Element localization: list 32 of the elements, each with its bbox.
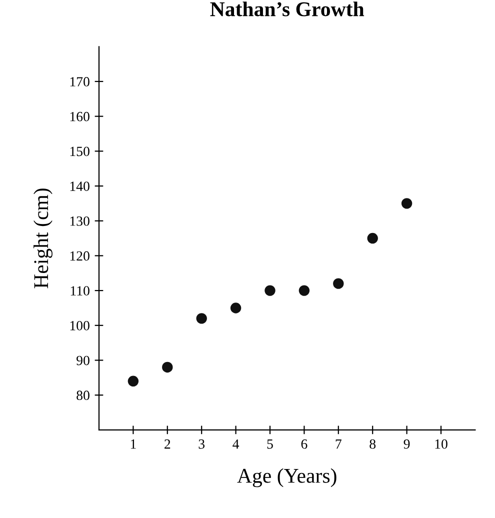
point [196,313,207,324]
x-tick-label: 5 [267,440,273,449]
y-tick-label: 140 [70,182,90,191]
point [298,285,310,296]
y-tick-label: 100 [70,320,90,330]
x-tick-label: 3 [198,439,205,449]
y-tick-label: 80 [76,390,90,400]
y-tick-label: 120 [70,251,90,261]
x-tick-label: 4 [232,439,240,449]
y-tick-label: 110 [70,286,90,296]
x-tick-label: 8 [370,439,376,449]
y-tick-label: 130 [70,216,90,226]
x-tick-label: 1 [130,439,136,449]
y-axis-title: Height (cm) [34,188,52,288]
x-tick-label: 10 [435,439,448,449]
x-tick-label: 9 [404,439,410,449]
point [264,285,276,296]
y-tick-label: 160 [70,112,90,122]
x-axis-title: Age (Years) [237,468,336,488]
point [401,198,412,209]
point [128,376,139,387]
chart-title: Nathan’s Growth [210,2,364,16]
y-tick-label: 90 [76,356,90,366]
point [162,362,173,373]
y-tick-label: 170 [70,77,90,86]
y-tick-label: 150 [70,146,90,156]
point [333,278,344,289]
x-tick-label: 2 [164,439,170,449]
point [230,302,242,314]
x-tick-label: 6 [301,439,308,449]
x-tick-label: 7 [336,440,342,449]
point [367,232,378,244]
